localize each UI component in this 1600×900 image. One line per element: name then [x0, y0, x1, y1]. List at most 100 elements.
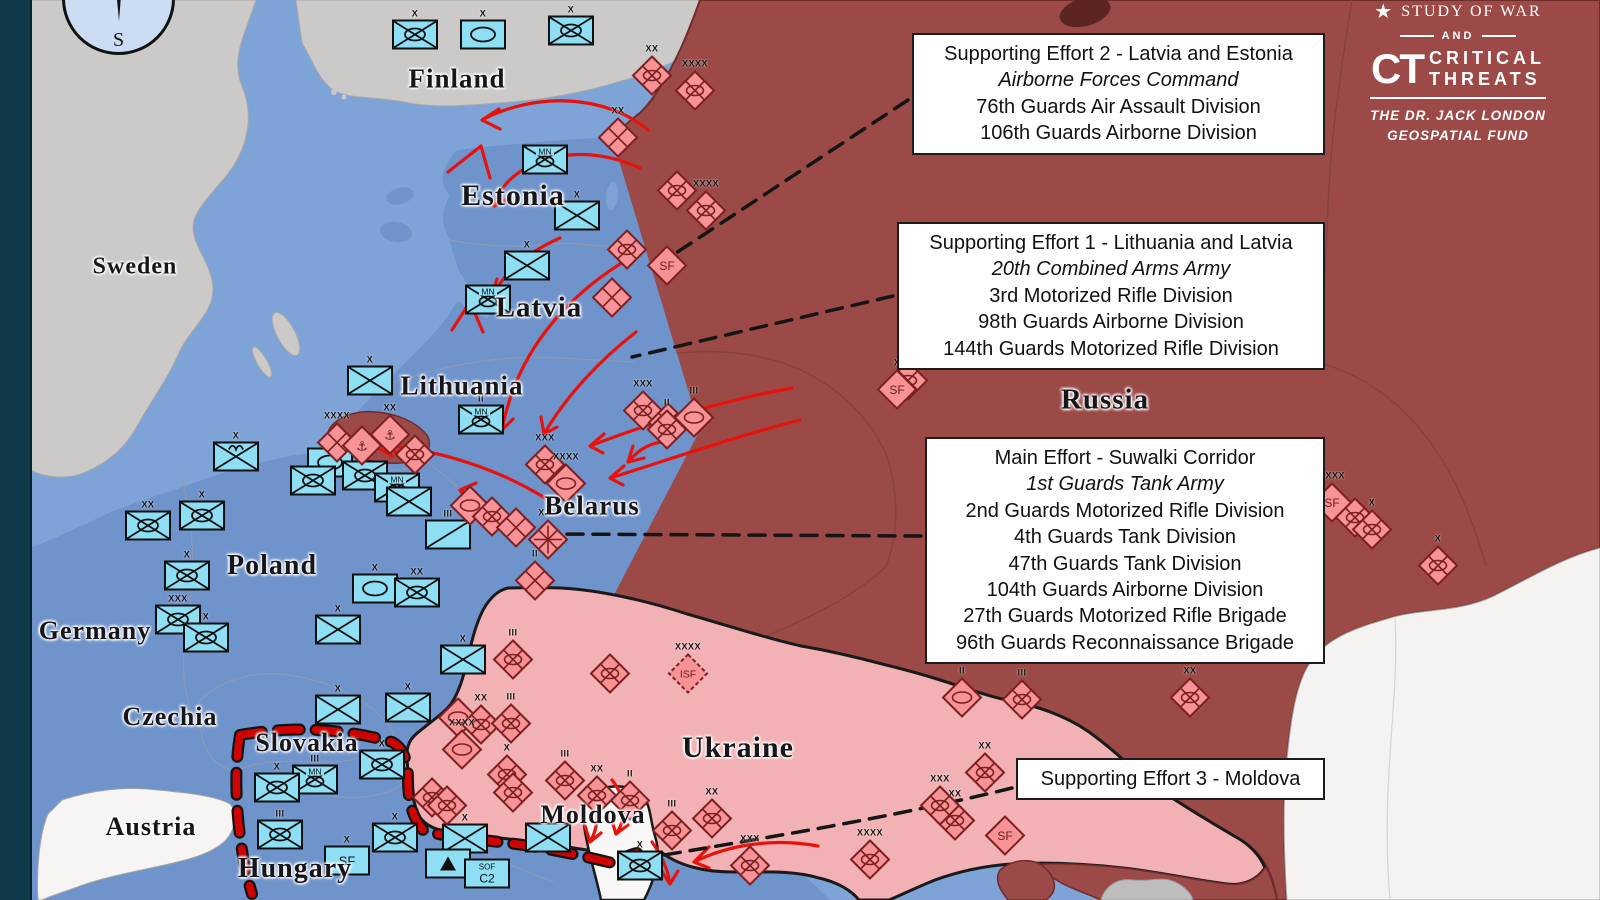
unit-blue-sf: X SF: [324, 835, 370, 881]
country-label-czechia: Czechia: [122, 702, 218, 731]
country-label-hungary: Hungary: [237, 853, 353, 884]
unit-echelon: XX: [590, 763, 604, 774]
svg-text:ISF: ISF: [680, 669, 696, 681]
unit-red-mech: II: [609, 769, 651, 827]
unit-red-mech: X: [1351, 498, 1393, 556]
unit-red-mech: III: [492, 628, 534, 686]
ct-monogram-icon: CT: [1371, 44, 1425, 92]
unit-echelon: XX: [645, 43, 659, 54]
unit-red-isf: XXXX ISF: [667, 642, 709, 700]
unit-echelon: XXX: [538, 507, 558, 518]
unit-blue-recon: III: [425, 509, 471, 555]
unit-blue-mech: X: [372, 812, 418, 858]
unit-echelon: XXXX: [1318, 470, 1345, 481]
svg-text:SF: SF: [1324, 496, 1339, 510]
unit-blue-mech: X: [392, 9, 438, 55]
country-label-russia: Russia: [1060, 383, 1150, 416]
unit-echelon: X: [567, 4, 575, 15]
unit-blue-inf: X: [347, 355, 393, 401]
unit-red-armor: III: [673, 386, 715, 444]
svg-text:MN: MN: [474, 407, 487, 417]
unit-blue-inf: X: [315, 604, 361, 650]
callout-line: Supporting Effort 3 - Moldova: [1040, 768, 1301, 790]
unit-red-mech: III: [651, 799, 693, 857]
unit-echelon: XXXX: [552, 451, 579, 462]
unit-echelon: XX: [948, 788, 962, 799]
red-dashed-boundary: [230, 723, 643, 900]
unit-echelon: X: [343, 834, 351, 845]
unit-echelon: II: [531, 548, 538, 559]
unit-red-mech: XXXX: [685, 179, 727, 237]
unit-blue-armor: X: [352, 563, 398, 609]
unit-echelon: X: [378, 738, 386, 749]
unit-red-armor: XXXX: [441, 718, 483, 776]
unit-echelon: X: [183, 549, 191, 560]
country-label-moldova: Moldova: [540, 800, 646, 829]
unit-red-sf: XSF: [876, 358, 918, 416]
gray-coast-blob: [1100, 878, 1194, 900]
unit-red-mech: XX: [1169, 666, 1211, 724]
callout-line: 4th Guards Tank Division: [1014, 526, 1236, 549]
island-oland: [251, 346, 273, 378]
callout-line: 20th Combined Arms Army: [991, 258, 1231, 281]
unit-blue-inf: X: [385, 682, 431, 728]
unit-blue-mech: XX: [394, 567, 440, 613]
unit-echelon: III: [1017, 667, 1027, 678]
callout-main-effort: Main Effort - Suwalki Corridor 1st Guards…: [925, 437, 1325, 665]
compass-rose: S: [62, 0, 175, 55]
unit-blue-mech: X: [359, 739, 405, 785]
unit-echelon: X: [334, 603, 342, 614]
isw-ct-logo: ★ STUDY OF WAR AND CT CRITICAL THREATS T…: [1358, 0, 1558, 146]
unit-blue-sofc2: SOF C2: [464, 858, 510, 894]
svg-text:SOF: SOF: [479, 863, 496, 872]
unit-echelon: XXX: [168, 593, 188, 604]
unit-blue-triangle: [425, 848, 471, 884]
unit-red-inf: II: [514, 549, 556, 607]
svg-text:SF: SF: [659, 259, 674, 273]
unit-echelon: III: [506, 691, 516, 702]
unit-echelon: III: [508, 627, 518, 638]
unit-echelon: X: [573, 189, 581, 200]
unit-red-sf: SF: [646, 245, 688, 292]
unit-echelon: XXXX: [448, 717, 475, 728]
unit-echelon: II: [663, 397, 670, 408]
unit-echelon: X: [404, 681, 412, 692]
svg-text:MN: MN: [390, 475, 403, 485]
island-saaremaa: [380, 221, 412, 243]
country-sweden: [29, 0, 257, 478]
unit-echelon: III: [275, 808, 285, 819]
callout-line: 104th Guards Airborne Division: [986, 578, 1264, 601]
country-label-sweden: Sweden: [92, 253, 178, 280]
unit-red-mech: [394, 434, 436, 481]
callout-line: Supporting Effort 1 - Lithuania and Latv…: [929, 232, 1293, 254]
unit-red-mech: III: [544, 749, 586, 807]
unit-echelon: XXX: [740, 833, 760, 844]
unit-red-mech: XXX: [919, 774, 961, 832]
unit-red-mech: [426, 785, 468, 832]
unit-echelon: X: [503, 742, 511, 753]
unit-echelon: X: [273, 761, 281, 772]
unit-red-mech: [606, 229, 648, 276]
country-label-germany: Germany: [38, 616, 152, 645]
callout-line: Supporting Effort 2 - Latvia and Estonia: [944, 43, 1293, 65]
unit-blue-mech: X: [617, 840, 663, 886]
unit-echelon: XXX: [930, 773, 950, 784]
callout-line: 2nd Guards Motorized Rifle Division: [965, 499, 1285, 522]
svg-text:⚓: ⚓: [356, 440, 368, 455]
unit-red-mech: [492, 772, 534, 819]
callout-line: 47th Guards Tank Division: [1008, 552, 1242, 575]
svg-text:SF: SF: [997, 829, 1012, 843]
country-label-finland: Finland: [408, 63, 506, 94]
unit-echelon: XXXX: [856, 827, 883, 838]
country-label-slovakia: Slovakia: [255, 728, 359, 757]
unit-blue-inf: [386, 486, 432, 522]
fund-line2: GEOSPATIAL FUND: [1387, 127, 1529, 143]
unit-red-inf: [591, 277, 633, 324]
unit-blue-mech: X: [164, 550, 210, 596]
unit-blue-mn_mech: MN: [522, 144, 568, 180]
unit-red-mech: XXXX: [849, 828, 891, 886]
callout-line: 1st Guards Tank Army: [1026, 473, 1224, 496]
unit-echelon: X: [461, 812, 469, 823]
unit-red-mech: XX: [460, 693, 502, 751]
unit-blue-inf: X: [440, 634, 486, 680]
